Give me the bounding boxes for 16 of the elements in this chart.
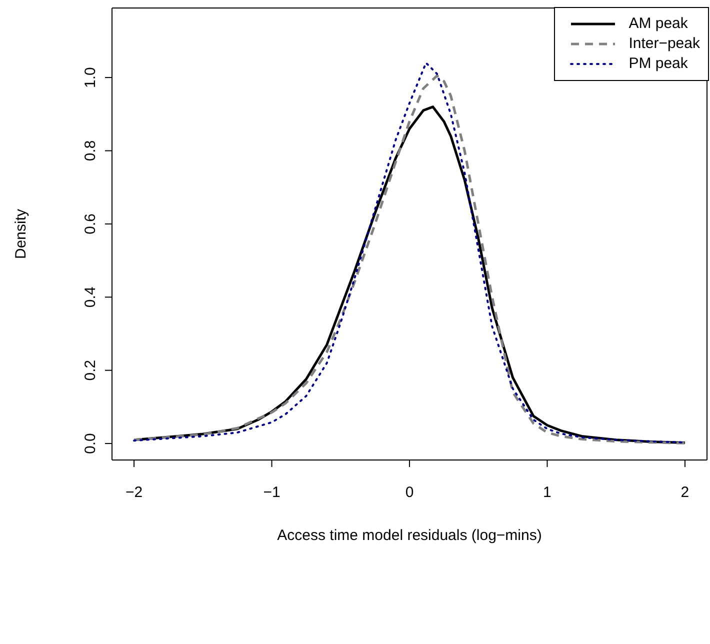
y-tick-label: 0.8 <box>82 140 99 162</box>
y-tick-label: 1.0 <box>82 67 99 88</box>
y-tick-label: 0.6 <box>82 214 99 234</box>
y-axis-title: Density <box>12 208 30 260</box>
x-tick-label: −1 <box>263 484 280 501</box>
legend-label: AM peak <box>628 14 688 34</box>
legend-label: PM peak <box>628 54 688 74</box>
y-tick-label: 0.2 <box>82 360 99 381</box>
y-tick-label: 0.0 <box>82 433 99 454</box>
x-tick-label: 0 <box>405 484 414 501</box>
x-tick-label: 1 <box>543 484 552 501</box>
y-tick-label: 0.4 <box>82 286 99 308</box>
legend-label: Inter−peak <box>628 34 700 54</box>
x-tick-label: 2 <box>680 484 690 501</box>
x-tick-label: −2 <box>125 484 143 501</box>
x-axis-title: Access time model residuals (log−mins) <box>277 527 542 544</box>
